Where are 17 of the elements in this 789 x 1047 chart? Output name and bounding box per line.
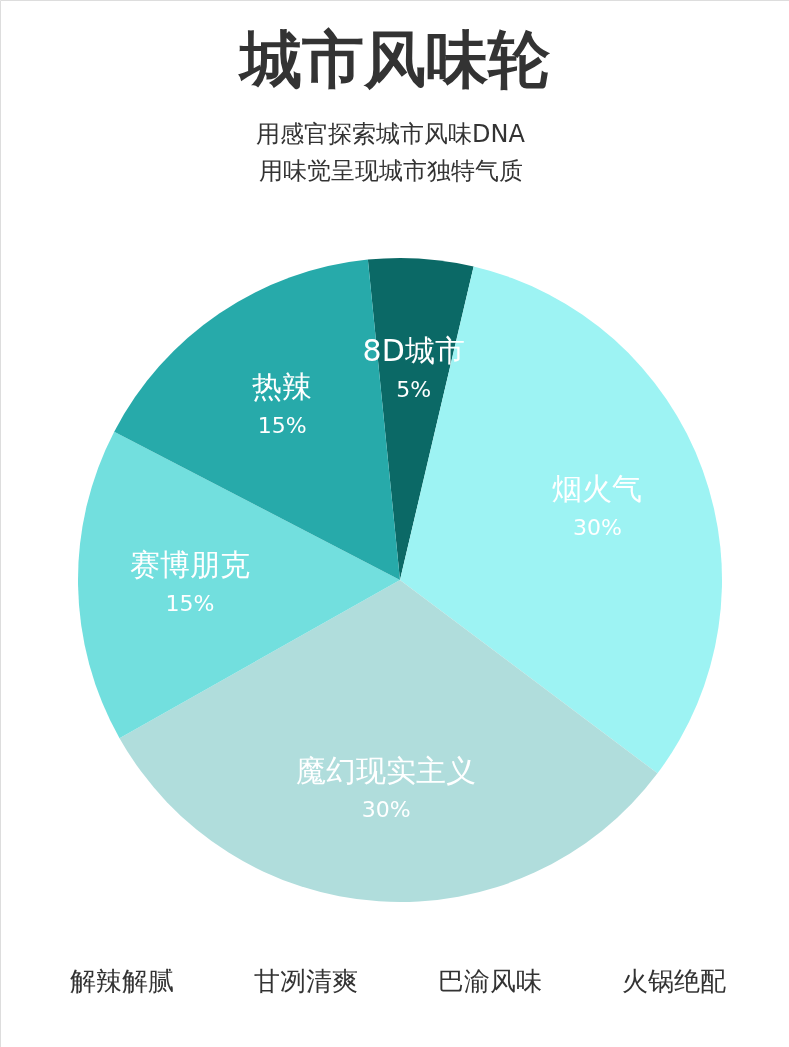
slice-label: 赛博朋克	[130, 546, 251, 582]
chart-title: 城市风味轮	[236, 23, 551, 96]
slice-label: 烟火气	[552, 471, 643, 507]
chart-subtitle: 用感官探索城市风味DNA 用味觉呈现城市独特气质	[256, 120, 526, 185]
data-label: 15%	[257, 413, 307, 439]
text: 甘冽清爽	[254, 966, 358, 996]
data-label: 15%	[165, 590, 215, 616]
data-label: 5%	[396, 377, 432, 403]
text: 巴渝风味	[438, 966, 542, 996]
pie-slice	[119, 580, 658, 902]
text: 解辣解腻	[70, 966, 174, 996]
slice-label: 热辣	[252, 369, 313, 405]
data-label: 30%	[572, 515, 622, 541]
text: 火锅绝配	[622, 966, 726, 996]
pie-slice	[78, 431, 400, 739]
slice-label: 魔幻现实主义	[296, 752, 477, 788]
data-label: 30%	[361, 796, 411, 822]
